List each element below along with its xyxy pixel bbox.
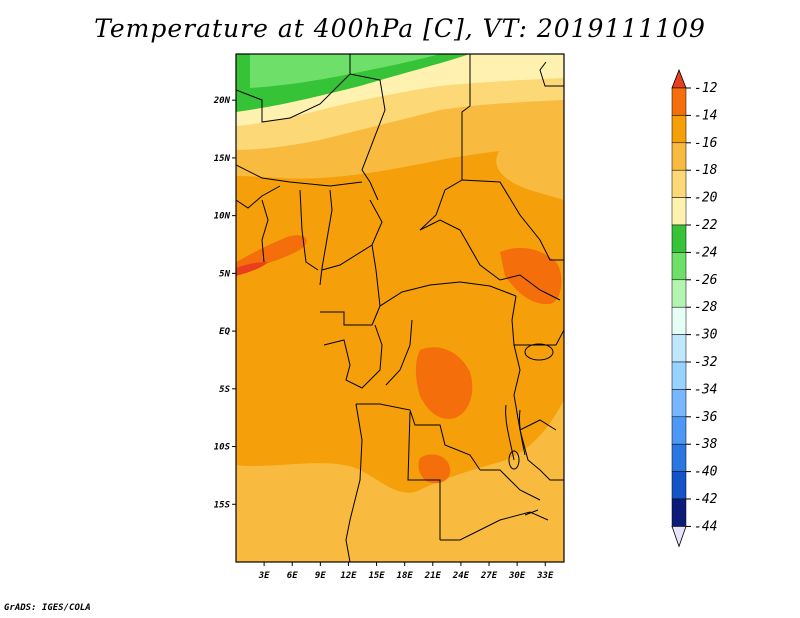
- colorbar-swatch: [671, 224, 687, 253]
- x-axis-ticks: 3E 6E 9E 12E 15E 18E 21E 24E 27E 30E 33E: [258, 562, 554, 581]
- colorbar-swatch: [671, 197, 687, 226]
- colorbar-label: -38: [694, 437, 718, 452]
- colorbar-label: -32: [694, 355, 718, 370]
- colorbar-swatch: [671, 443, 687, 472]
- x-tick-label: 6E: [287, 571, 298, 581]
- colorbar-swatch: [671, 169, 687, 198]
- colorbar-swatch: [671, 306, 687, 335]
- x-tick-label: 9E: [315, 571, 326, 581]
- colorbar-label: -36: [694, 410, 718, 425]
- colorbar-swatch: [671, 498, 687, 527]
- colorbar-label: -28: [694, 300, 718, 315]
- colorbar-label: -22: [694, 218, 718, 233]
- y-tick-label: 10N: [214, 212, 231, 222]
- x-tick-label: 27E: [480, 571, 498, 581]
- y-tick-label: 15S: [214, 500, 231, 510]
- field-gulf-12: [236, 262, 268, 276]
- x-tick-label: 33E: [536, 571, 554, 581]
- colorbar-swatch: [671, 361, 687, 390]
- colorbar-label: -24: [694, 245, 717, 260]
- y-tick-label: 5N: [219, 269, 230, 279]
- colorbar-swatch: [671, 389, 687, 418]
- lakes: [505, 343, 554, 516]
- y-tick-label: 15N: [214, 154, 231, 164]
- field-congo-14: [415, 347, 473, 419]
- colorbar-label: -44: [694, 519, 717, 534]
- x-tick-label: 15E: [368, 571, 385, 581]
- colorbar-under-arrow: [671, 526, 687, 548]
- colorbar-swatch: [671, 115, 687, 144]
- colorbar-swatch: [671, 87, 687, 116]
- y-axis-ticks: 20N 15N 10N 5N EQ 5S 10S 15S: [213, 96, 236, 510]
- colorbar-label: -34: [694, 382, 717, 397]
- x-tick-label: 30E: [508, 571, 526, 581]
- colorbar-label: -12: [694, 81, 718, 96]
- y-tick-label: 10S: [214, 443, 231, 453]
- x-tick-label: 24E: [452, 571, 470, 581]
- colorbar-label: -26: [694, 273, 718, 288]
- chart-title: Temperature at 400hPa [C], VT: 201911110…: [94, 14, 706, 43]
- colorbar-label: -30: [694, 328, 718, 343]
- temperature-field: [236, 54, 564, 562]
- colorbar-over-arrow: [671, 68, 687, 89]
- y-tick-label: EQ: [219, 327, 230, 337]
- x-tick-label: 18E: [397, 571, 414, 581]
- colorbar-label: -14: [694, 108, 717, 123]
- field-east-18: [496, 110, 564, 200]
- colorbar-swatch: [671, 334, 687, 363]
- colorbar-swatch: [671, 252, 687, 281]
- colorbar-swatch: [671, 471, 687, 500]
- colorbar-label: -40: [694, 465, 718, 480]
- y-tick-label: 5S: [219, 385, 230, 395]
- credit-label: GrADS: IGES/COLA: [4, 603, 91, 613]
- field-south-14: [418, 454, 451, 484]
- country-borders: [236, 54, 564, 562]
- colorbar: -12 -14 -16 -18 -20 -22 -24 -26 -28 -30 -32 -34 -36 -…: [671, 68, 718, 548]
- colorbar-label: -42: [694, 492, 718, 507]
- colorbar-swatch: [671, 142, 687, 171]
- field-south-18: [236, 400, 564, 562]
- colorbar-label: -16: [694, 136, 718, 151]
- colorbar-swatch: [671, 279, 687, 308]
- x-tick-label: 21E: [424, 571, 442, 581]
- x-tick-label: 3E: [258, 571, 270, 581]
- map-frame: [235, 53, 565, 563]
- field-west-14: [236, 235, 307, 272]
- colorbar-label: -18: [694, 163, 718, 178]
- field-east-14: [500, 247, 562, 305]
- field-north-26: [250, 54, 440, 88]
- y-tick-label: 20N: [213, 96, 231, 106]
- colorbar-swatch: [671, 416, 687, 445]
- x-tick-label: 12E: [340, 571, 357, 581]
- colorbar-label: -20: [694, 191, 718, 206]
